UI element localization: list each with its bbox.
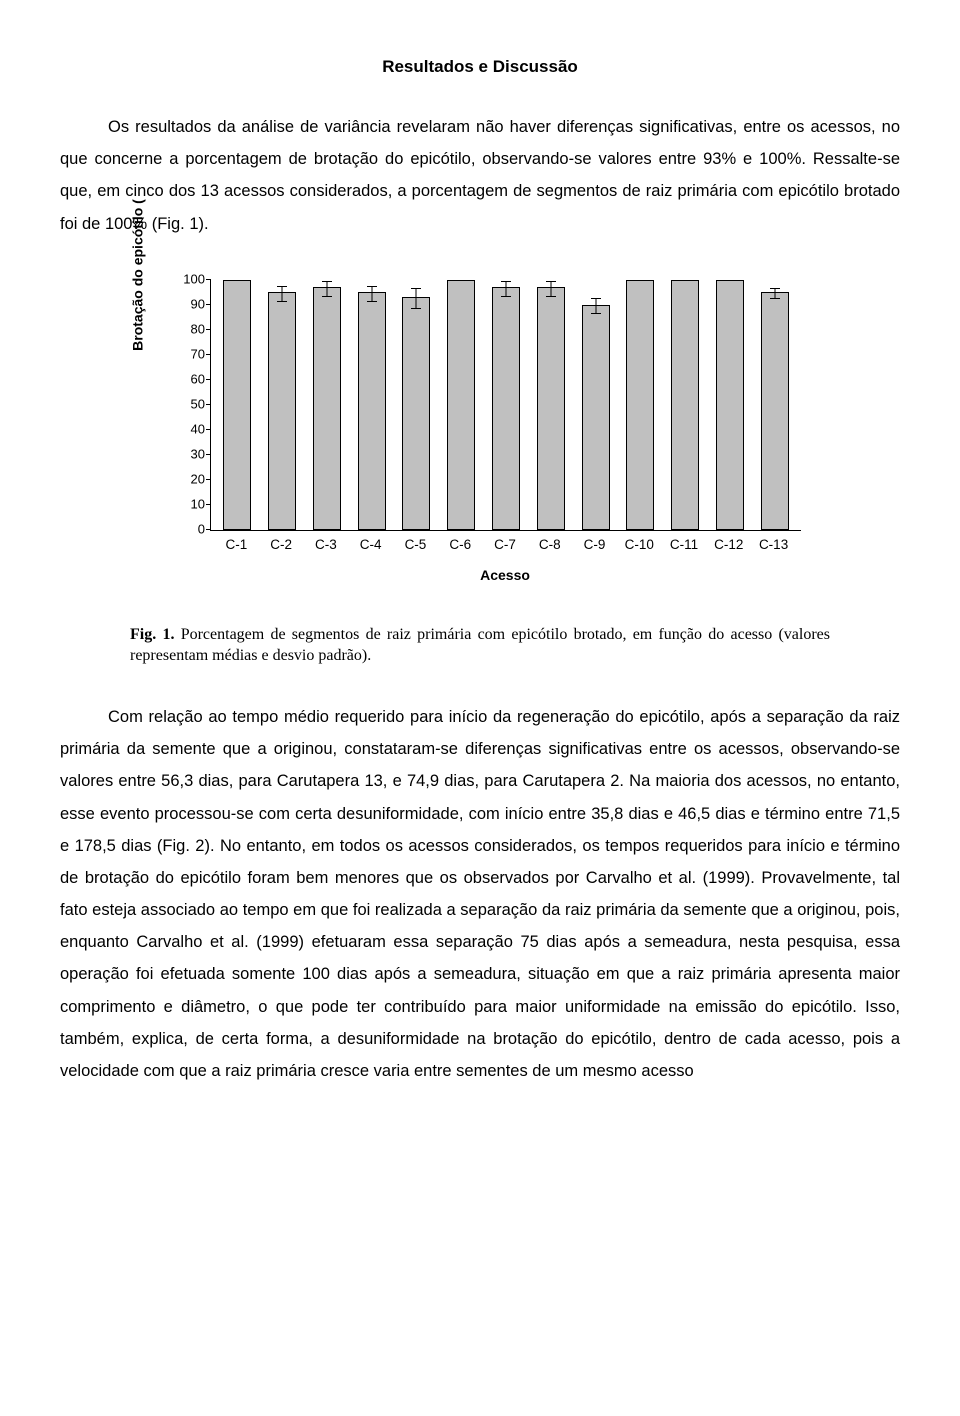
bar	[268, 292, 296, 530]
x-tick-label: C-8	[527, 532, 572, 558]
error-cap	[411, 288, 421, 289]
bar	[447, 280, 475, 530]
error-bar	[326, 281, 327, 296]
x-tick-labels: C-1C-2C-3C-4C-5C-6C-7C-8C-9C-10C-11C-12C…	[210, 532, 800, 558]
bar	[716, 280, 744, 530]
x-tick-label: C-1	[214, 532, 259, 558]
error-bar	[371, 286, 372, 301]
error-cap	[277, 301, 287, 302]
error-cap	[322, 296, 332, 297]
section-title: Resultados e Discussão	[60, 50, 900, 83]
y-tick-label: 50	[191, 392, 211, 417]
y-tick-mark	[206, 304, 211, 305]
bar-slot	[528, 280, 573, 530]
x-tick-label: C-2	[259, 532, 304, 558]
error-cap	[367, 286, 377, 287]
figure-caption-text: Porcentagem de segmentos de raiz primári…	[130, 626, 830, 665]
figure-1: Brotação do epicótilo ( 0102030405060708…	[130, 270, 830, 667]
bar	[537, 287, 565, 530]
bar	[223, 280, 251, 530]
y-tick-label: 70	[191, 342, 211, 367]
bar	[626, 280, 654, 530]
error-bar	[416, 288, 417, 308]
bar-slot	[349, 280, 394, 530]
error-bar	[505, 281, 506, 296]
bar	[313, 287, 341, 530]
error-cap	[501, 281, 511, 282]
y-tick-label: 20	[191, 467, 211, 492]
y-tick-mark	[206, 354, 211, 355]
x-tick-label: C-12	[706, 532, 751, 558]
error-cap	[277, 286, 287, 287]
error-cap	[367, 301, 377, 302]
error-cap	[411, 308, 421, 309]
y-tick-label: 100	[183, 267, 211, 292]
x-axis-label: Acesso	[210, 562, 800, 589]
error-bar	[282, 286, 283, 301]
y-tick-label: 60	[191, 367, 211, 392]
y-tick-mark	[206, 279, 211, 280]
error-cap	[770, 288, 780, 289]
bar	[402, 297, 430, 530]
bar-slot	[394, 280, 439, 530]
x-tick-label: C-10	[617, 532, 662, 558]
x-tick-label: C-4	[348, 532, 393, 558]
y-tick-mark	[206, 454, 211, 455]
y-tick-label: 90	[191, 292, 211, 317]
y-tick-label: 10	[191, 492, 211, 517]
y-tick-label: 30	[191, 442, 211, 467]
y-tick-mark	[206, 379, 211, 380]
bar	[671, 280, 699, 530]
bar-slot	[663, 280, 708, 530]
bar	[761, 292, 789, 530]
bar-slot	[484, 280, 529, 530]
bars-container	[211, 280, 801, 530]
bar-slot	[707, 280, 752, 530]
x-tick-label: C-13	[751, 532, 796, 558]
figure-caption: Fig. 1. Porcentagem de segmentos de raiz…	[130, 624, 830, 667]
paragraph-2: Com relação ao tempo médio requerido par…	[60, 701, 900, 1087]
error-bar	[774, 288, 775, 298]
error-cap	[591, 298, 601, 299]
y-tick-label: 40	[191, 417, 211, 442]
error-bar	[595, 298, 596, 313]
bar-slot	[618, 280, 663, 530]
y-tick-label: 80	[191, 317, 211, 342]
bar-slot	[752, 280, 797, 530]
bar	[582, 305, 610, 530]
bar	[358, 292, 386, 530]
error-cap	[322, 281, 332, 282]
error-cap	[546, 296, 556, 297]
bar	[492, 287, 520, 530]
x-tick-label: C-11	[662, 532, 707, 558]
x-tick-label: C-5	[393, 532, 438, 558]
error-bar	[550, 281, 551, 296]
bar-slot	[573, 280, 618, 530]
bar-slot	[439, 280, 484, 530]
x-tick-label: C-7	[483, 532, 528, 558]
y-tick-mark	[206, 404, 211, 405]
y-tick-mark	[206, 504, 211, 505]
bar-chart: Brotação do epicótilo ( 0102030405060708…	[130, 270, 830, 610]
figure-caption-bold: Fig. 1.	[130, 626, 174, 643]
y-tick-mark	[206, 329, 211, 330]
y-tick-mark	[206, 529, 211, 530]
y-axis-label: Brotação do epicótilo (	[124, 150, 151, 400]
error-cap	[501, 296, 511, 297]
y-tick-label: 0	[198, 517, 211, 542]
y-tick-mark	[206, 479, 211, 480]
bar-slot	[215, 280, 260, 530]
y-tick-mark	[206, 429, 211, 430]
bar-slot	[260, 280, 305, 530]
bar-slot	[305, 280, 350, 530]
paragraph-1: Os resultados da análise de variância re…	[60, 111, 900, 240]
x-tick-label: C-3	[304, 532, 349, 558]
plot-area: 0102030405060708090100	[210, 280, 801, 531]
x-tick-label: C-6	[438, 532, 483, 558]
error-cap	[591, 313, 601, 314]
x-tick-label: C-9	[572, 532, 617, 558]
error-cap	[546, 281, 556, 282]
error-cap	[770, 298, 780, 299]
